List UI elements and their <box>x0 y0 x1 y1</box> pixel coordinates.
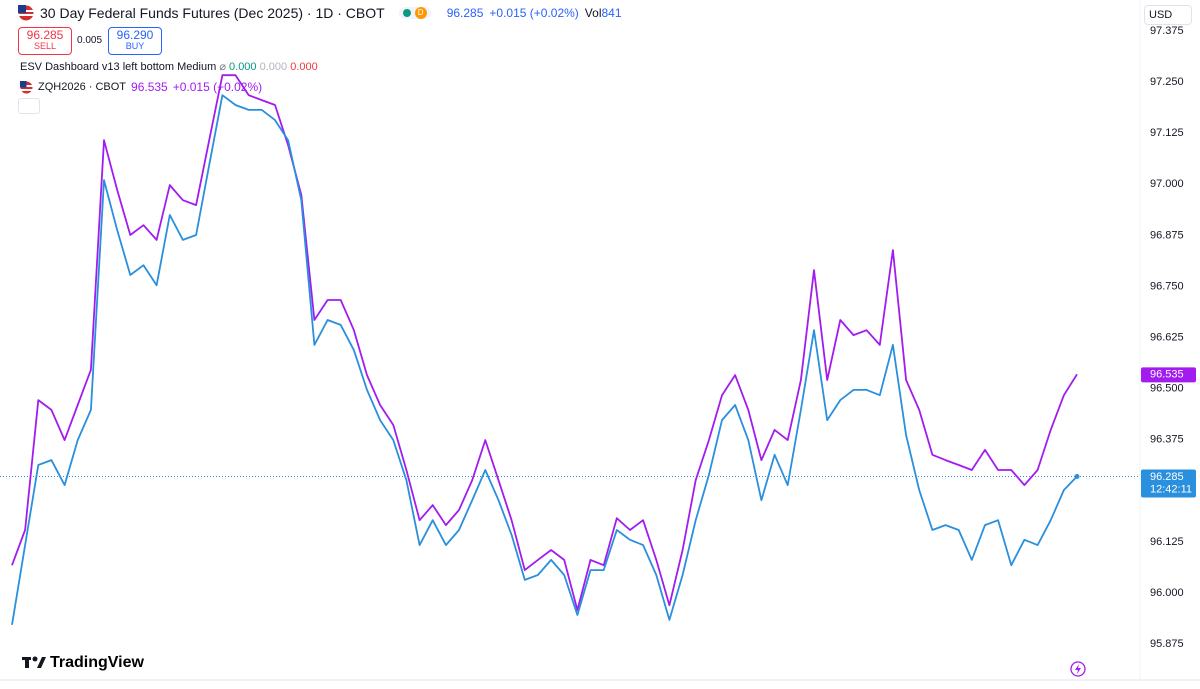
y-tick-label: 96.875 <box>1150 229 1184 241</box>
y-tick-label: 97.375 <box>1150 25 1184 37</box>
price-box <box>1141 469 1196 498</box>
compare-change: +0.015 (+0.02%) <box>172 80 263 94</box>
compare-symbol: ZQH2026 · CBOT <box>38 81 127 93</box>
y-tick-label: 96.625 <box>1150 331 1184 343</box>
symbol-title: 30 Day Federal Funds Futures (Dec 2025) … <box>40 5 385 21</box>
y-tick-label: 97.250 <box>1150 76 1184 88</box>
y-tick-label: 95.875 <box>1150 638 1184 650</box>
buy-price: 96.290 <box>116 28 154 42</box>
header: 30 Day Federal Funds Futures (Dec 2025) … <box>18 5 622 21</box>
buy-label: BUY <box>125 41 145 51</box>
y-tick-label: 96.125 <box>1150 536 1184 548</box>
logo-mark <box>22 656 46 668</box>
logo-text: TradingView <box>50 654 145 671</box>
sell-button[interactable]: 96.285 SELL <box>18 27 72 55</box>
sell-price: 96.285 <box>26 28 64 42</box>
y-tick-label: 96.750 <box>1150 280 1184 292</box>
buy-button[interactable]: 96.290 BUY <box>108 27 162 55</box>
indicator-value: 0.000 <box>259 61 288 73</box>
indicator-value: 0.000 <box>290 61 318 73</box>
y-tick-label: 97.125 <box>1150 127 1184 139</box>
badge: D <box>414 7 427 19</box>
flag-icon <box>20 80 33 93</box>
vol-label: Vol <box>584 6 602 20</box>
series-line <box>11 94 1078 625</box>
indicator-value: 0.000 <box>229 61 257 73</box>
status-badge[interactable]: D <box>398 7 431 19</box>
compare-price: 96.535 <box>131 80 168 94</box>
y-tick-label: 96.375 <box>1150 434 1184 446</box>
y-tick-label: 96.000 <box>1150 587 1184 599</box>
sell-label: SELL <box>33 41 57 51</box>
collapse-button[interactable] <box>18 98 40 114</box>
spread: 0.005 <box>77 35 103 46</box>
series-line <box>11 74 1078 611</box>
currency: USD <box>1149 9 1173 21</box>
compare-row: ZQH2026 · CBOT 96.535 +0.015 (+0.02%) <box>20 80 262 94</box>
price-box-time: 12:42:11 <box>1150 483 1192 495</box>
y-tick-label: 96.500 <box>1150 383 1184 395</box>
indicator-name: ESV Dashboard v13 left bottom Medium <box>20 61 217 73</box>
price-box-label: 96.535 <box>1150 369 1184 381</box>
vol: 841 <box>601 6 622 20</box>
price-box <box>1141 367 1196 383</box>
y-tick-label: 97.000 <box>1150 178 1184 190</box>
currency-button[interactable]: USD <box>1144 5 1192 25</box>
alert-button[interactable] <box>1070 661 1086 677</box>
price: 96.285 <box>446 6 484 20</box>
price-box-label: 96.285 <box>1150 471 1184 483</box>
indicator-row: ESV Dashboard v13 left bottom Medium ⌀ 0… <box>20 61 318 73</box>
change: +0.015 (+0.02%) <box>489 6 579 20</box>
flag-icon <box>18 5 34 21</box>
last-point <box>1074 473 1080 479</box>
